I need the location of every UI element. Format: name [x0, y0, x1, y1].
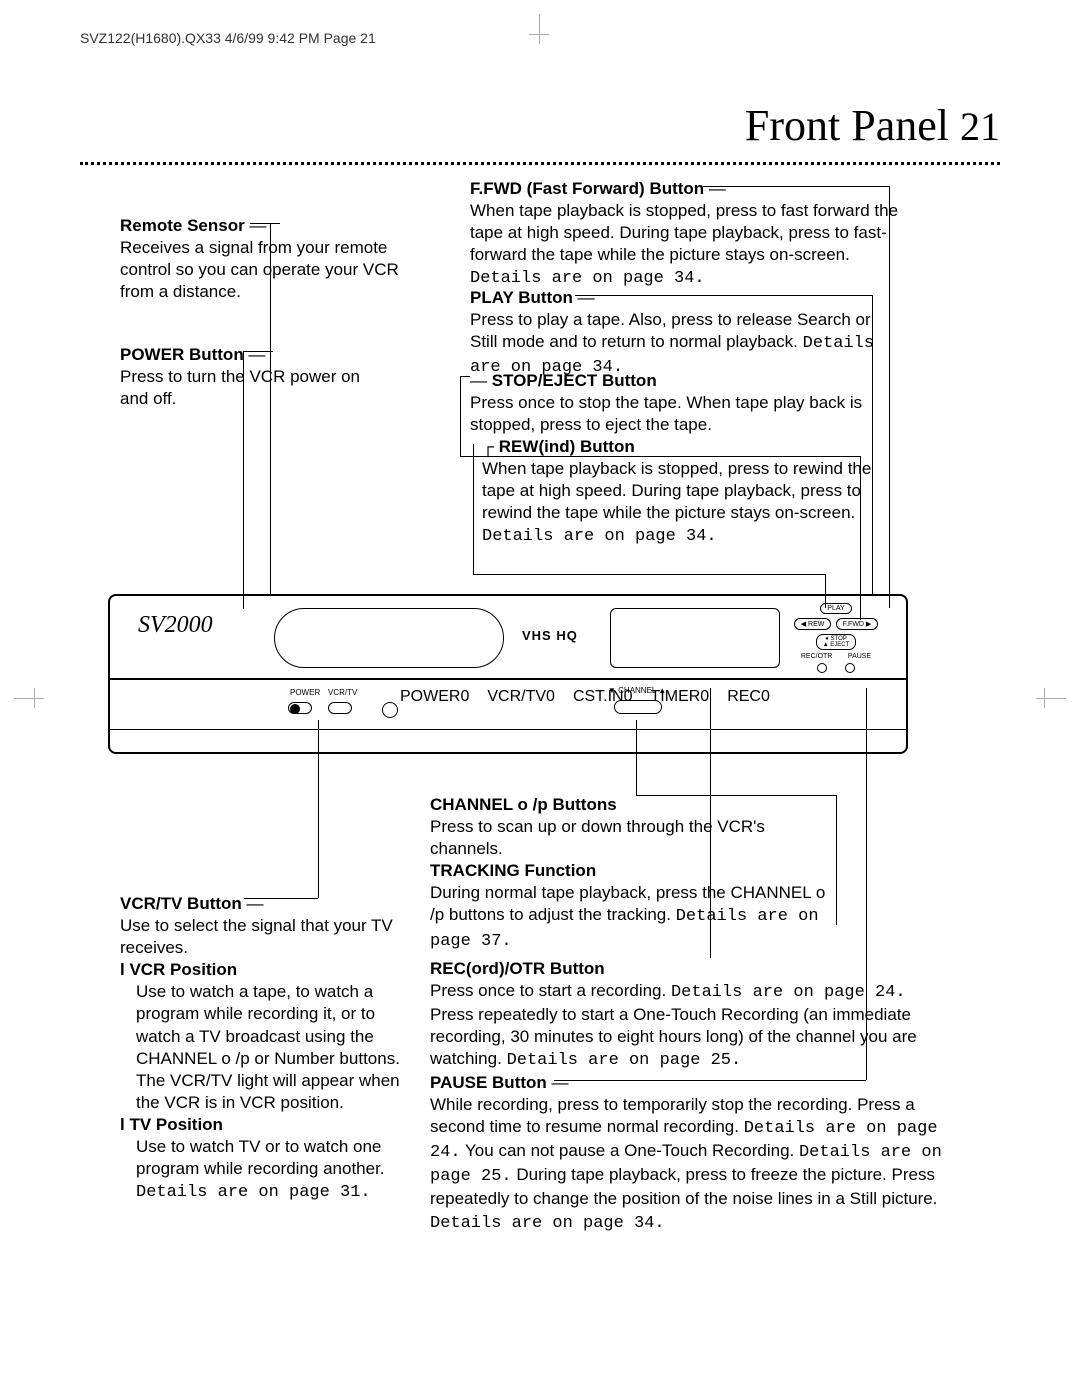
- body: When tape playback is stopped, press to …: [482, 459, 871, 522]
- detail2: Details are on page 25.: [507, 1051, 742, 1070]
- pause-lbl: PAUSE: [848, 653, 871, 660]
- body1: Press to scan up or down through the VCR…: [430, 817, 765, 858]
- label: CHANNEL o /p Buttons: [430, 795, 617, 814]
- detail: Details are on page 34.: [482, 527, 717, 546]
- callout-line: [460, 376, 461, 456]
- play-button-desc: PLAY Button — Press to play a tape. Also…: [470, 287, 900, 379]
- label: POWER Button: [120, 345, 244, 364]
- stop-button-desc: — STOP/EJECT Button Press once to stop t…: [470, 370, 900, 436]
- vcr-upper-panel: SV2000 VHS HQ PLAY ◀ REW F.FWD ▶ ● STOP▲…: [110, 596, 906, 680]
- ffwd-btn: F.FWD ▶: [836, 618, 879, 630]
- vcr-base-line: [110, 729, 906, 730]
- callout-line: [636, 795, 836, 796]
- indicator-labels: POWER0 VCR/TV0 CST.IN0 TIMER0 REC0: [400, 688, 770, 706]
- body: Use to select the signal that your TV re…: [120, 916, 393, 957]
- body: Press to turn the VCR power on and off.: [120, 367, 360, 408]
- callout-line: [836, 795, 837, 925]
- power-lbl: POWER: [290, 688, 320, 697]
- callout-line: [318, 720, 319, 898]
- sub1-body: Use to watch a tape, to watch a program …: [120, 981, 410, 1114]
- pause-circle: [845, 663, 855, 673]
- callout-line: [243, 351, 273, 352]
- recotr-circle: [817, 663, 827, 673]
- label: PAUSE Button: [430, 1073, 547, 1092]
- label: VCR/TV Button: [120, 894, 242, 913]
- power-switch: [288, 702, 312, 714]
- stop-eject-btn: ● STOP▲ EJECT: [816, 634, 857, 650]
- vcr-device: SV2000 VHS HQ PLAY ◀ REW F.FWD ▶ ● STOP▲…: [108, 594, 908, 754]
- vcrtv-switch: [328, 702, 352, 714]
- callout-line: [710, 688, 711, 958]
- vcrtv-lbl: VCR/TV: [328, 688, 357, 697]
- crop-mark: [525, 14, 555, 44]
- callout-line: [554, 1080, 866, 1081]
- callout-line: [250, 223, 280, 224]
- rew-button-desc: ┌ REW(ind) Button When tape playback is …: [482, 436, 902, 548]
- title-text: Front Panel: [745, 101, 949, 150]
- body: When tape playback is stopped, press to …: [470, 201, 898, 264]
- label: REW(ind) Button: [499, 437, 635, 456]
- detail1: Details are on page 24.: [671, 983, 906, 1002]
- channel-lbl: ▼ CHANNEL ▲: [608, 686, 666, 695]
- rec-button-desc: REC(ord)/OTR Button Press once to start …: [430, 958, 940, 1072]
- channel-pill: [614, 700, 662, 714]
- vcr-lower-panel: POWER VCR/TV POWER0 VCR/TV0 CST.IN0 TIME…: [110, 680, 906, 754]
- sub2-label: l TV Position: [120, 1115, 223, 1134]
- callout-line: [460, 456, 860, 457]
- callout-line: [473, 574, 825, 575]
- body: Press once to stop the tape. When tape p…: [470, 393, 862, 434]
- page-title: Front Panel 21: [745, 100, 1000, 151]
- callout-line: [243, 351, 244, 609]
- callout-line: [460, 376, 470, 377]
- callout-line: [636, 720, 637, 795]
- callout-line: [866, 688, 867, 1080]
- crop-mark: [14, 684, 44, 714]
- header-note: SVZ122(H1680).QX33 4/6/99 9:42 PM Page 2…: [80, 30, 376, 46]
- crop-mark: [1036, 684, 1066, 714]
- channel-button-desc: CHANNEL o /p Buttons Press to scan up or…: [430, 794, 830, 953]
- vhs-hq-label: VHS HQ: [522, 628, 578, 643]
- ffw-button-desc: F.FWD (Fast Forward) Button — When tape …: [470, 178, 900, 290]
- pause-button-desc: PAUSE Button — While recording, press to…: [430, 1072, 970, 1235]
- label: Remote Sensor: [120, 216, 245, 235]
- vcrtv-button-desc: VCR/TV Button — Use to select the signal…: [120, 893, 410, 1204]
- detail3: Details are on page 34.: [430, 1214, 665, 1233]
- callout-line: [270, 223, 271, 595]
- callout-line: [889, 186, 890, 608]
- rew-btn: ◀ REW: [794, 618, 832, 630]
- body: Receives a signal from your remote contr…: [120, 238, 399, 301]
- recotr-lbl: REC/OTR: [801, 653, 833, 660]
- body1: Press once to start a recording.: [430, 981, 666, 1000]
- sub2-body: Use to watch TV or to watch one program …: [136, 1137, 385, 1178]
- callout-line: [872, 295, 873, 595]
- device-logo: SV2000: [138, 612, 213, 639]
- callout-line: [703, 186, 889, 187]
- label: F.FWD (Fast Forward) Button: [470, 179, 704, 198]
- cassette-door: [274, 608, 504, 668]
- title-divider: [80, 162, 1000, 165]
- page-number: 21: [960, 104, 1000, 149]
- sub1-label: l VCR Position: [120, 960, 237, 979]
- callout-line: [860, 456, 861, 620]
- body2: You can not pause a One-Touch Recording.: [465, 1141, 794, 1160]
- detail: Details are on page 31.: [136, 1183, 371, 1202]
- callout-line: [575, 295, 872, 296]
- control-buttons: PLAY ◀ REW F.FWD ▶ ● STOP▲ EJECT REC/OTR…: [786, 602, 886, 676]
- display-window: [610, 608, 780, 668]
- label: PLAY Button: [470, 288, 573, 307]
- detail: Details are on page 34.: [470, 269, 705, 288]
- callout-line: [825, 574, 826, 608]
- label: REC(ord)/OTR Button: [430, 959, 605, 978]
- power-button-desc: POWER Button — Press to turn the VCR pow…: [120, 344, 380, 410]
- callout-line: [244, 898, 318, 899]
- remote-sensor-dot: [382, 702, 398, 718]
- label2: TRACKING Function: [430, 861, 596, 880]
- callout-line: [473, 444, 474, 574]
- label: STOP/EJECT Button: [492, 371, 657, 390]
